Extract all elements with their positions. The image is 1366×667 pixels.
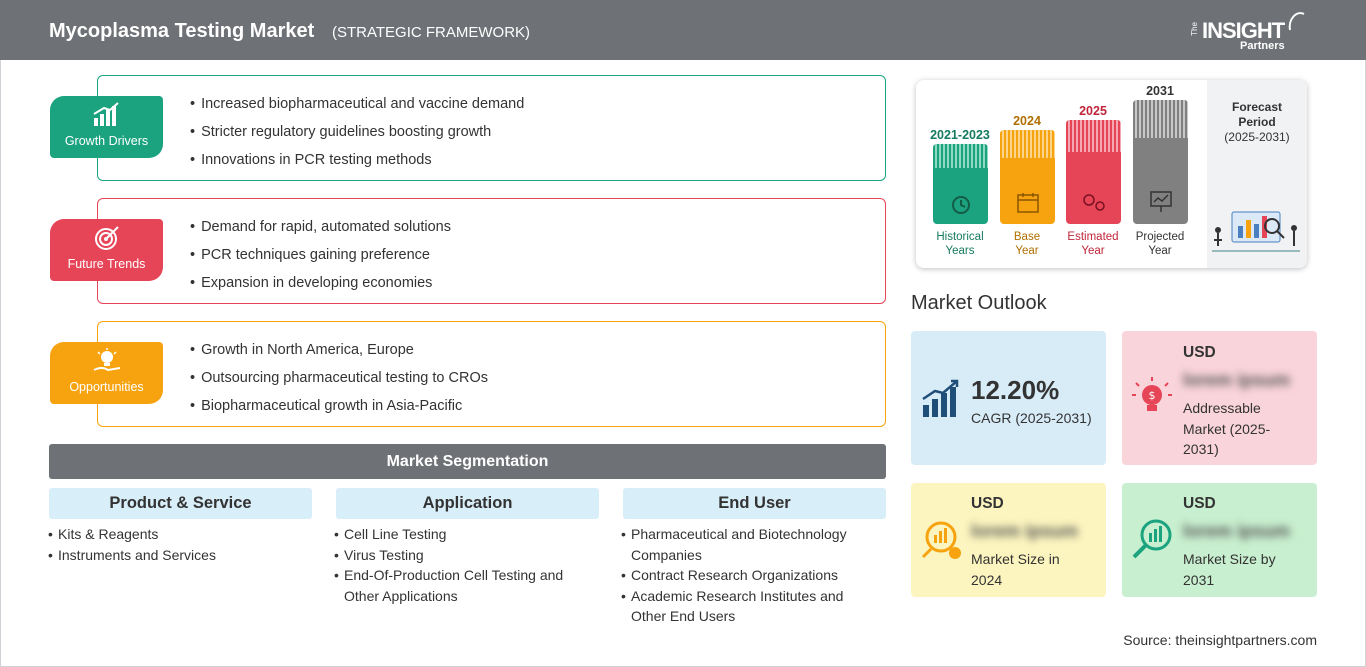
list-item: Biopharmaceutical growth in Asia-Pacific	[190, 396, 488, 424]
addressable-market-label: Addressable Market (2025- 2031)	[1183, 400, 1271, 457]
segment-end-user-list: Pharmaceutical and Biotechnology Compani…	[621, 524, 876, 627]
timeline-caption-estimated: Estimated Year	[1067, 231, 1119, 257]
coin-chart-icon	[921, 521, 961, 559]
growth-bars-icon	[922, 379, 959, 417]
idea-bulb-icon: $	[1132, 377, 1172, 411]
list-item: Increased biopharmaceutical and vaccine …	[190, 94, 524, 122]
growth-drivers-card: Increased biopharmaceutical and vaccine …	[97, 75, 886, 181]
lightbulb-hand-icon	[93, 348, 121, 372]
timeline-bar-projected	[1133, 100, 1188, 224]
segment-end-user-heading: End User	[623, 488, 886, 519]
list-item: Stricter regulatory guidelines boosting …	[190, 122, 524, 150]
list-item: Innovations in PCR testing methods	[190, 150, 524, 178]
cagr-label: CAGR (2025-2031)	[971, 410, 1092, 426]
list-item: Expansion in developing economies	[190, 273, 451, 301]
header-bar: Mycoplasma Testing Market (STRATEGIC FRA…	[0, 0, 1366, 60]
addressable-market-box: $ USD lorem ipsum Addressable Market (20…	[1122, 331, 1317, 465]
source-credit: Source: theinsightpartners.com	[1123, 632, 1317, 648]
opportunities-badge: Opportunities	[50, 342, 163, 404]
future-trends-list: Demand for rapid, automated solutions PC…	[190, 217, 451, 301]
future-trends-card: Demand for rapid, automated solutions PC…	[97, 198, 886, 304]
svg-text:$: $	[1149, 389, 1156, 402]
list-item: Instruments and Services	[48, 545, 311, 566]
gears-icon	[1083, 194, 1105, 211]
history-icon	[952, 196, 970, 214]
timeline-bar-estimated	[1066, 120, 1121, 224]
list-item: PCR techniques gaining preference	[190, 245, 451, 273]
logo-swoosh-icon	[1288, 12, 1305, 31]
list-item: Growth in North America, Europe	[190, 340, 488, 368]
list-item: Demand for rapid, automated solutions	[190, 217, 451, 245]
magnifier-chart-icon	[1132, 519, 1172, 559]
list-item: Outsourcing pharmaceutical testing to CR…	[190, 368, 488, 396]
presentation-icon	[1150, 191, 1172, 212]
market-size-2024-label: Market Size in 2024	[971, 551, 1060, 588]
opportunities-card: Growth in North America, Europe Outsourc…	[97, 321, 886, 427]
timeline-bar-base	[1000, 130, 1055, 224]
list-item: Academic Research Institutes and Other E…	[621, 586, 876, 627]
segment-application-list: Cell Line Testing Virus Testing End-Of-P…	[334, 524, 589, 606]
market-size-2031-label: Market Size by 2031	[1183, 551, 1276, 588]
list-item: Contract Research Organizations	[621, 565, 876, 586]
market-size-2024-box: USD lorem ipsum Market Size in 2024	[911, 483, 1106, 597]
analytics-illustration-icon	[1212, 211, 1300, 252]
timeline-bar-historical	[933, 144, 988, 224]
opportunities-list: Growth in North America, Europe Outsourc…	[190, 340, 488, 424]
list-item: Pharmaceutical and Biotechnology Compani…	[621, 524, 876, 565]
segment-application-heading: Application	[336, 488, 599, 519]
list-item: End-Of-Production Cell Testing and Other…	[334, 565, 589, 606]
timeline-year-projected: 2031	[1146, 84, 1174, 98]
cagr-box: 12.20% CAGR (2025-2031)	[911, 331, 1106, 465]
market-size-2024-value: lorem ipsum	[971, 521, 1079, 541]
timeline-caption-projected: Projected Year	[1135, 231, 1185, 257]
segment-product-service-list: Kits & Reagents Instruments and Services	[48, 524, 311, 565]
future-trends-badge: Future Trends	[50, 219, 163, 281]
timeline-caption-historical: Historical Years	[936, 231, 984, 257]
timeline-year-base: 2024	[1013, 114, 1041, 128]
cagr-value: 12.20%	[971, 375, 1060, 405]
market-size-2024-currency: USD	[971, 495, 1004, 512]
market-size-2031-value: lorem ipsum	[1183, 521, 1291, 541]
list-item: Kits & Reagents	[48, 524, 311, 545]
market-outlook-title: Market Outlook	[911, 292, 1047, 314]
forecast-period-label: Forecast Period (2025-2031)	[1224, 100, 1290, 144]
page-title: Mycoplasma Testing Market	[49, 20, 315, 42]
timeline-year-estimated: 2025	[1079, 104, 1107, 118]
list-item: Cell Line Testing	[334, 524, 589, 545]
market-size-2031-currency: USD	[1183, 495, 1216, 512]
target-icon	[95, 226, 119, 250]
calendar-icon	[1017, 193, 1039, 213]
growth-drivers-badge: Growth Drivers	[50, 96, 163, 158]
list-item: Virus Testing	[334, 545, 589, 566]
timeline-caption-base: Base Year	[1013, 231, 1041, 257]
insight-partners-logo[interactable]: The INSIGHT Partners	[1190, 10, 1310, 54]
addressable-market-value: lorem ipsum	[1183, 370, 1291, 390]
addressable-market-currency: USD	[1183, 344, 1216, 361]
page-subtitle: (STRATEGIC FRAMEWORK)	[332, 24, 531, 41]
market-size-2031-box: USD lorem ipsum Market Size by 2031	[1122, 483, 1317, 597]
growth-drivers-list: Increased biopharmaceutical and vaccine …	[190, 94, 524, 178]
market-segmentation-header: Market Segmentation	[49, 444, 886, 479]
timeline-year-historical: 2021-2023	[930, 128, 990, 142]
growth-chart-icon	[93, 102, 119, 126]
segment-product-service-heading: Product & Service	[49, 488, 312, 519]
